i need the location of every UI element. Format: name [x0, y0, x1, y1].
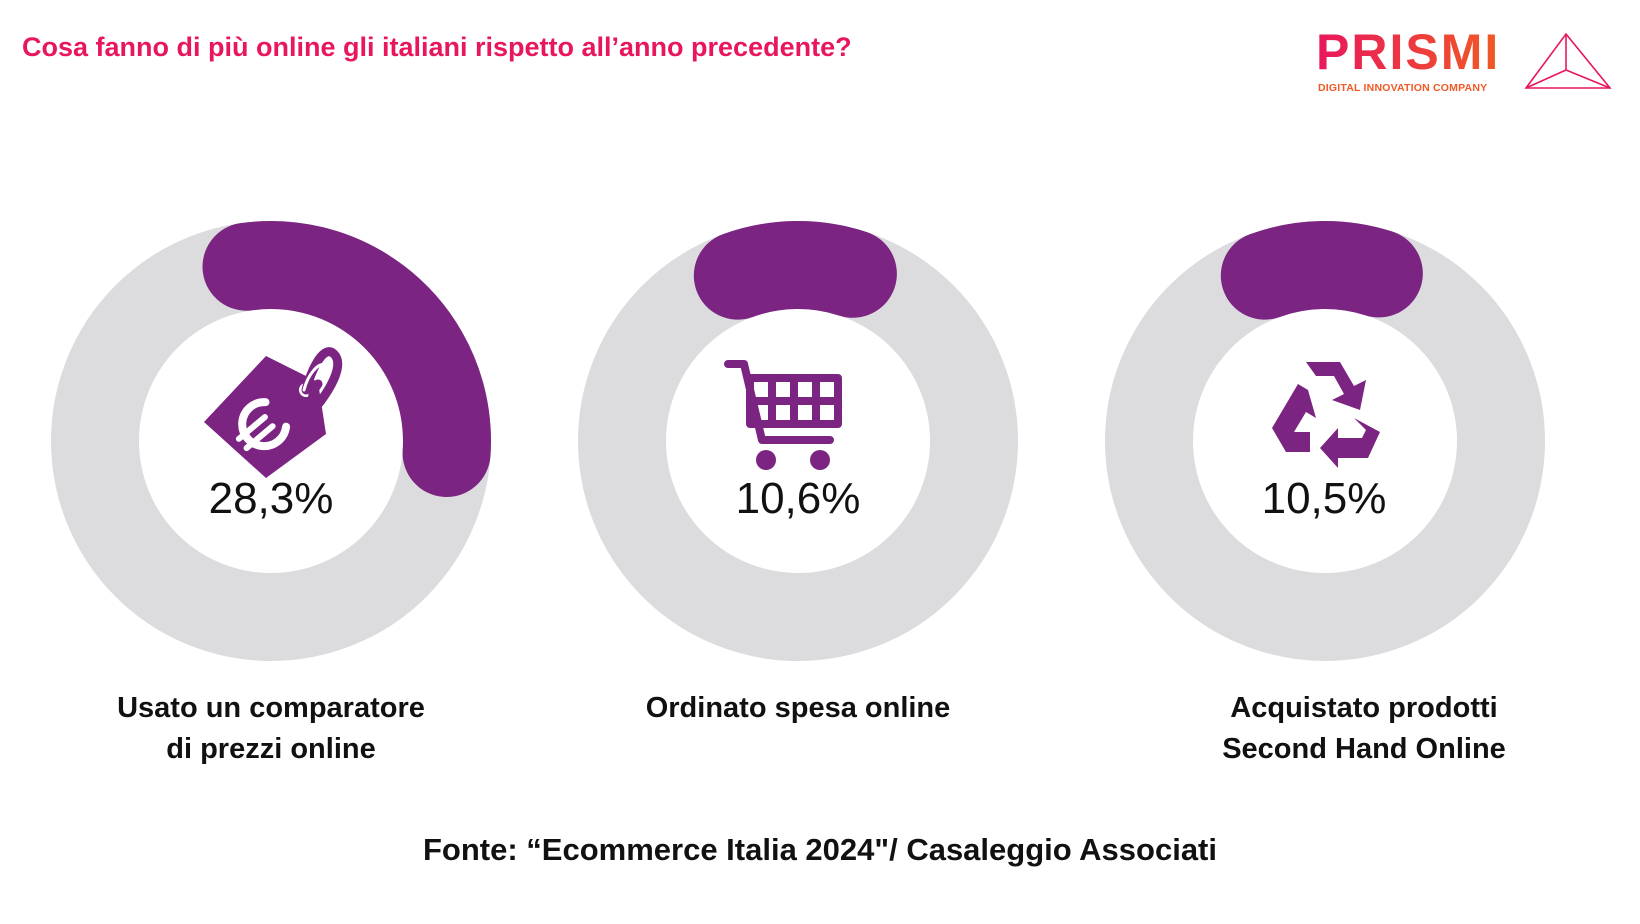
category-label-line: Ordinato spesa online: [645, 692, 951, 724]
value-label-grocery: 10,6%: [735, 474, 861, 523]
category-label-line: Usato un comparatore: [117, 692, 425, 724]
euro-price-tag-icon: [204, 347, 343, 478]
page-title: Cosa fanno di più online gli italiani ri…: [22, 32, 852, 62]
category-label-line: Second Hand Online: [1222, 733, 1506, 765]
category-label-line: Acquistato prodotti: [1230, 692, 1498, 724]
triangle-logo-icon: [1524, 32, 1612, 89]
donut-value-arc-second-hand: [1105, 221, 1545, 661]
value-label-second-hand: 10,5%: [1261, 474, 1387, 523]
prismi-logo: PRISMI DIGITAL INNOVATION COMPANY: [1316, 24, 1616, 98]
value-label-comparator: 28,3%: [208, 474, 334, 523]
category-label-grocery: Ordinato spesa online: [568, 688, 1028, 729]
category-label-line: di prezzi online: [166, 733, 376, 765]
logo-wordmark: PRISMI: [1316, 24, 1501, 80]
source-note: Fonte: “Ecommerce Italia 2024"/ Casalegg…: [422, 832, 1217, 867]
logo-tagline: DIGITAL INNOVATION COMPANY: [1318, 82, 1488, 94]
shopping-cart-icon: [724, 360, 842, 470]
donut-value-arc-comparator: [51, 221, 491, 661]
recycle-icon: [1272, 362, 1380, 468]
category-label-comparator: Usato un comparatore di prezzi online: [41, 688, 501, 770]
category-label-second-hand: Acquistato prodotti Second Hand Online: [1134, 688, 1594, 770]
donut-value-arc-grocery: [578, 221, 1018, 661]
